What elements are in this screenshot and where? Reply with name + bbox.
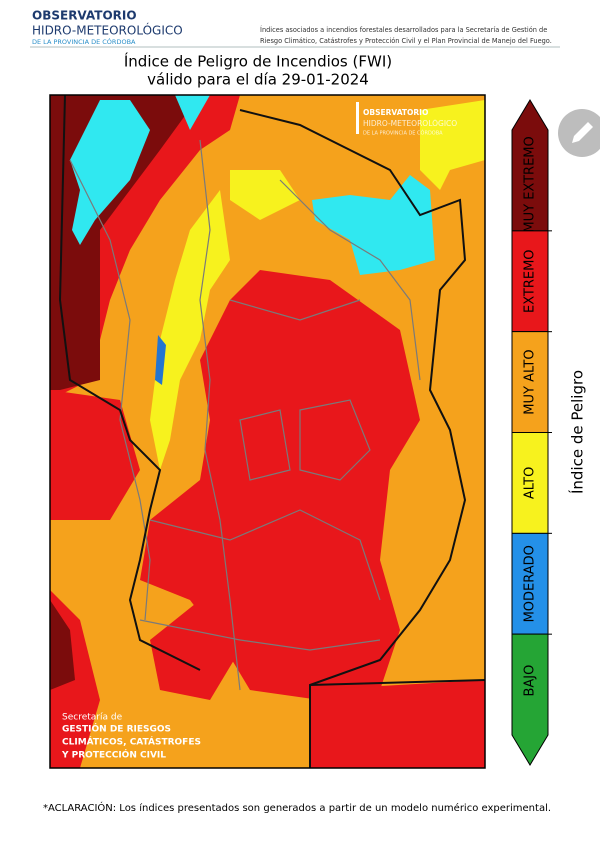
legend-label: BAJO	[523, 665, 538, 697]
header-description: Riesgo Climático, Catástrofes y Protecci…	[260, 37, 552, 45]
province-border	[58, 95, 485, 768]
logo-text: CLIMÁTICOS, CATÁSTROFES	[62, 736, 201, 748]
logo-text: Y PROTECCIÓN CIVIL	[61, 749, 166, 761]
map-subtitle: válido para el día 29-01-2024	[147, 71, 369, 89]
lake	[155, 335, 166, 385]
lake	[70, 100, 150, 245]
watermark: OBSERVATORIO	[363, 108, 428, 117]
region	[50, 390, 140, 520]
logo-text: Secretaría de	[62, 713, 123, 723]
org-name: DE LA PROVINCIA DE CÓRDOBA	[32, 37, 136, 46]
watermark-bar	[356, 102, 359, 134]
edit-icon[interactable]	[572, 122, 593, 143]
legend-label: MODERADO	[523, 545, 538, 622]
legend-label: MUY EXTREMO	[523, 136, 538, 232]
legend-label: EXTREMO	[523, 249, 538, 313]
region	[150, 190, 230, 470]
watermark: HIDRO-METEOROLÓGICO	[363, 119, 457, 128]
legend-swatch	[511, 633, 549, 766]
region	[420, 100, 485, 190]
map-frame	[49, 94, 486, 769]
region	[150, 600, 240, 700]
legend-title: Índice de Peligro	[568, 370, 587, 494]
region	[310, 680, 485, 768]
edit-button[interactable]	[558, 109, 600, 157]
region	[50, 600, 75, 690]
borders	[69, 139, 421, 691]
legend-label: MUY ALTO	[523, 349, 538, 414]
org-name: OBSERVATORIO	[32, 9, 137, 23]
footer-note: *ACLARACIÓN: Los índices presentados son…	[43, 801, 551, 814]
map-title: Índice de Peligro de Incendios (FWI)	[124, 52, 392, 71]
watermark: DE LA PROVINCIA DE CÓRDOBA	[363, 130, 443, 137]
map: OBSERVATORIO HIDRO-METEOROLÓGICO DE LA P…	[49, 94, 486, 769]
lake	[312, 175, 435, 275]
lake	[175, 95, 210, 130]
legend: MUY EXTREMO EXTREMO MUY ALTO ALTO MODERADO BA…	[511, 99, 552, 766]
header-description: Índices asociados a incendios forestales…	[260, 25, 547, 34]
logo-text: GESTIÓN DE RIESGOS	[62, 723, 171, 735]
org-name: HIDRO-METEOROLÓGICO	[32, 23, 183, 38]
legend-label: ALTO	[523, 467, 538, 500]
